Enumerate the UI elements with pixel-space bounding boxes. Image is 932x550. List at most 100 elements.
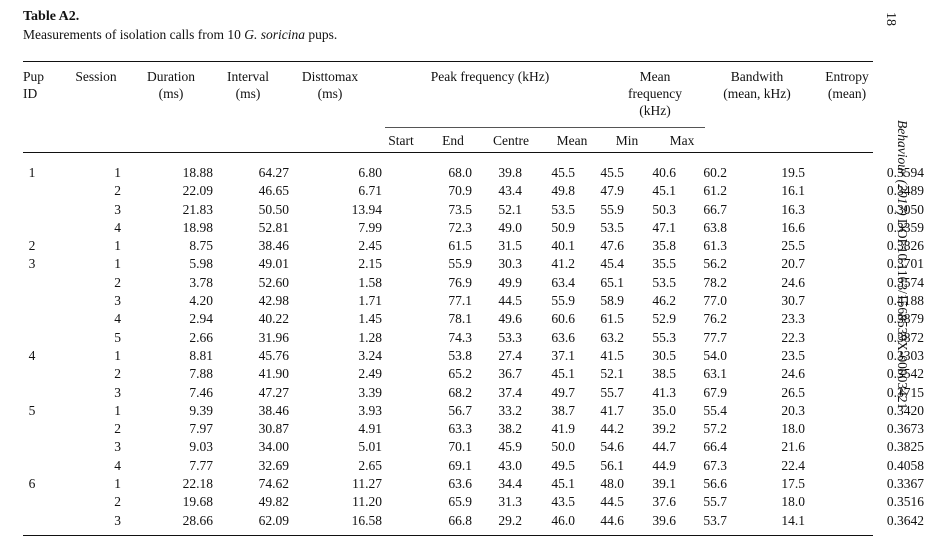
- cell-entropy: 0.3594: [886, 165, 924, 180]
- cell-bandwith: 16.6: [781, 219, 805, 235]
- cell-session: 3: [114, 201, 121, 217]
- cell-peak-centre: 50.0: [551, 439, 575, 455]
- cell-peak-mean: 63.2: [600, 329, 624, 345]
- cell-mean-max: 55.4: [703, 402, 727, 418]
- cell-mean-max: 61.3: [703, 238, 727, 254]
- cell-peak-end: 33.2: [498, 402, 522, 418]
- cell-peak-start: 65.9: [448, 494, 472, 510]
- cell-bandwith: 14.1: [781, 512, 805, 528]
- cell-peak-end: 29.2: [498, 512, 522, 528]
- cell-peak-centre: 38.7: [551, 402, 575, 418]
- cell-peak-start: 70.1: [448, 439, 472, 455]
- col-pup-line2: ID: [23, 86, 38, 101]
- cell-peak-mean: 47.6: [600, 238, 624, 254]
- cell-entropy: 0.3673: [886, 421, 924, 437]
- cell-peak-centre: 53.5: [551, 201, 575, 217]
- col-duration-unit: (ms): [158, 86, 184, 101]
- subcol-centre: Centre: [493, 133, 529, 148]
- cell-entropy: 0.3420: [886, 402, 924, 418]
- table-header: Table A2. Measurements of isolation call…: [23, 8, 337, 44]
- cell-peak-end: 45.9: [498, 439, 522, 455]
- cell-peak-start: 68.0: [448, 165, 472, 180]
- cell-pup-id: [23, 182, 41, 200]
- cell-peak-mean: 53.5: [600, 219, 624, 235]
- cell-mean-max: 66.7: [703, 201, 727, 217]
- cell-disttomax: 11.20: [352, 494, 382, 510]
- cell-peak-mean: 61.5: [600, 311, 624, 327]
- cell-pup-id: 5: [28, 402, 36, 418]
- cell-interval: 30.87: [258, 421, 289, 437]
- cell-peak-start: 74.3: [448, 329, 472, 345]
- cell-session: 3: [114, 439, 121, 455]
- cell-session: 1: [114, 238, 121, 254]
- cell-pup-id: [23, 310, 41, 328]
- cell-peak-start: 76.9: [448, 274, 472, 290]
- col-interval-unit: (ms): [235, 86, 261, 101]
- col-header-session: Session: [70, 68, 122, 85]
- cell-peak-end: 44.5: [498, 293, 522, 309]
- cell-peak-end: 38.2: [498, 421, 522, 437]
- cell-entropy: 0.3826: [886, 238, 924, 254]
- subcol-end: End: [442, 133, 464, 148]
- cell-mean-max: 55.7: [703, 494, 727, 510]
- cell-session: 2: [114, 366, 121, 382]
- cell-interval: 62.09: [258, 512, 289, 528]
- cell-entropy: 0.3303: [886, 347, 924, 363]
- cell-mean-min: 38.5: [652, 366, 676, 382]
- cell-disttomax: 1.58: [358, 274, 382, 290]
- cell-mean-min: 45.1: [652, 183, 676, 199]
- cell-peak-start: 65.2: [448, 366, 472, 382]
- cell-disttomax: 4.91: [358, 421, 382, 437]
- cell-entropy: 0.3825: [886, 439, 924, 455]
- cell-peak-end: 52.1: [498, 201, 522, 217]
- cell-bandwith: 16.1: [781, 183, 805, 199]
- cell-pup-id: [23, 219, 41, 237]
- cell-peak-start: 53.8: [448, 347, 472, 363]
- cell-mean-max: 57.2: [703, 421, 727, 437]
- table-row: 4 18.98 52.81 7.99 72.3 49.0 50.9 53.5 47.1 63.8 1…: [23, 219, 924, 237]
- cell-peak-centre: 41.2: [551, 256, 575, 272]
- table-row: 2 1 8.75 38.46 2.45 61.5 31.5 40.1 47.6 35.8 61.3 2…: [23, 237, 924, 255]
- cell-peak-end: 39.8: [498, 165, 522, 180]
- cell-interval: 32.69: [258, 457, 289, 473]
- cell-peak-centre: 49.7: [551, 384, 575, 400]
- cell-mean-max: 77.0: [703, 293, 727, 309]
- cell-entropy: 0.3516: [886, 494, 924, 510]
- cell-pup-id: [23, 274, 41, 292]
- cell-pup-id: [23, 457, 41, 475]
- cell-session: 1: [114, 165, 121, 180]
- page-number: 18: [883, 12, 898, 26]
- cell-duration: 9.03: [189, 439, 213, 455]
- cell-peak-end: 36.7: [498, 366, 522, 382]
- table-row: 4 2.94 40.22 1.45 78.1 49.6 60.6 61.5 52.9 76.2 23…: [23, 310, 924, 328]
- cell-duration: 22.18: [182, 476, 213, 492]
- cell-peak-mean: 48.0: [600, 476, 624, 492]
- subcol-min: Min: [615, 133, 639, 148]
- col-meanfreq-line3: (kHz): [639, 103, 671, 118]
- cell-interval: 45.76: [258, 347, 289, 363]
- table-row: 3 1 5.98 49.01 2.15 55.9 30.3 41.2 45.4 35.5 56.2 2…: [23, 255, 924, 273]
- cell-bandwith: 26.5: [781, 384, 805, 400]
- cell-disttomax: 2.45: [358, 238, 382, 254]
- cell-peak-end: 31.3: [498, 494, 522, 510]
- cell-entropy: 0.3367: [886, 476, 924, 492]
- cell-interval: 52.60: [258, 274, 289, 290]
- cell-disttomax: 1.28: [358, 329, 382, 345]
- cell-peak-centre: 63.6: [551, 329, 575, 345]
- cell-peak-start: 63.3: [448, 421, 472, 437]
- cell-peak-mean: 47.9: [600, 183, 624, 199]
- cell-mean-max: 67.9: [703, 384, 727, 400]
- cell-pup-id: [23, 420, 41, 438]
- cell-mean-max: 76.2: [703, 311, 727, 327]
- cell-peak-centre: 60.6: [551, 311, 575, 327]
- cell-entropy: 0.3489: [886, 183, 924, 199]
- cell-mean-max: 78.2: [703, 274, 727, 290]
- cell-bandwith: 19.5: [781, 165, 805, 180]
- cell-peak-end: 34.4: [498, 476, 522, 492]
- cell-peak-start: 56.7: [448, 402, 472, 418]
- cell-mean-min: 37.6: [652, 494, 676, 510]
- cell-bandwith: 20.7: [781, 256, 805, 272]
- cell-session: 2: [114, 421, 121, 437]
- cell-peak-mean: 65.1: [600, 274, 624, 290]
- cell-disttomax: 6.71: [358, 183, 382, 199]
